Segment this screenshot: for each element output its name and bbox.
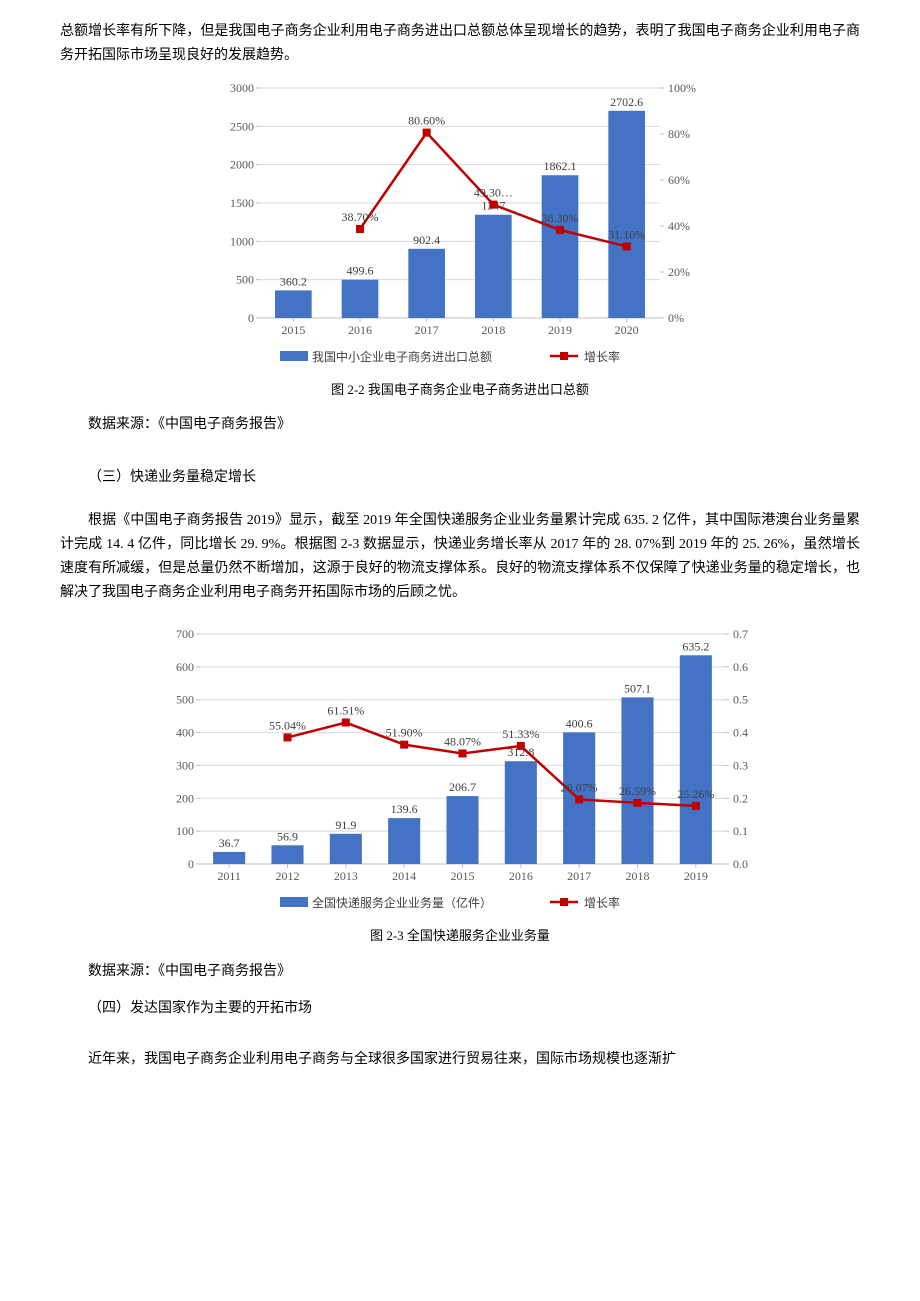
svg-text:0.0: 0.0	[733, 857, 748, 871]
svg-text:0%: 0%	[668, 311, 684, 325]
svg-text:0: 0	[248, 311, 254, 325]
svg-text:0.6: 0.6	[733, 660, 748, 674]
svg-text:全国快递服务企业业务量（亿件）: 全国快递服务企业业务量（亿件）	[312, 895, 492, 910]
svg-text:91.9: 91.9	[335, 818, 356, 832]
svg-text:2015: 2015	[281, 323, 305, 337]
section-3-paragraph: 根据《中国电子商务报告 2019》显示，截至 2019 年全国快递服务企业业务量…	[60, 509, 860, 604]
svg-text:902.4: 902.4	[413, 232, 440, 246]
svg-text:我国中小企业电子商务进出口总额: 我国中小企业电子商务进出口总额	[312, 349, 492, 364]
svg-text:2011: 2011	[217, 869, 241, 883]
svg-text:700: 700	[176, 627, 194, 641]
svg-text:38.30%: 38.30%	[542, 211, 579, 225]
svg-text:31.10%: 31.10%	[608, 227, 645, 241]
svg-text:增长率: 增长率	[584, 349, 620, 364]
svg-text:2016: 2016	[509, 869, 533, 883]
section-3-title: （三）快递业务量稳定增长	[60, 467, 860, 489]
svg-text:36.7: 36.7	[219, 836, 240, 850]
chart-2-3-wrap: 0 100 200 300 400 500 600 700 0.0 0.1 0.2 0.3 0.4 0.5…	[60, 624, 860, 947]
svg-text:0: 0	[188, 857, 194, 871]
chart-2-3-caption: 图 2-3 全国快递服务企业业务量	[60, 926, 860, 947]
svg-text:2016: 2016	[348, 323, 372, 337]
svg-text:100%: 100%	[668, 81, 696, 95]
svg-text:2012: 2012	[276, 869, 300, 883]
svg-text:2013: 2013	[334, 869, 358, 883]
svg-text:0.1: 0.1	[733, 825, 748, 839]
section-4-paragraph: 近年来，我国电子商务企业利用电子商务与全球很多国家进行贸易往来，国际市场规模也逐…	[60, 1048, 860, 1072]
svg-text:26.59%: 26.59%	[619, 784, 656, 798]
svg-text:51.33%: 51.33%	[502, 727, 539, 741]
svg-text:60%: 60%	[668, 173, 690, 187]
svg-text:2000: 2000	[230, 157, 254, 171]
svg-text:56.9: 56.9	[277, 830, 298, 844]
svg-text:1000: 1000	[230, 234, 254, 248]
svg-text:2017: 2017	[415, 323, 439, 337]
svg-text:635.2: 635.2	[682, 640, 709, 654]
svg-text:100: 100	[176, 825, 194, 839]
svg-text:40%: 40%	[668, 219, 690, 233]
svg-text:28.07%: 28.07%	[561, 781, 598, 795]
svg-text:2702.6: 2702.6	[610, 94, 643, 108]
svg-text:400.6: 400.6	[566, 717, 593, 731]
svg-text:2015: 2015	[451, 869, 475, 883]
svg-text:80%: 80%	[668, 127, 690, 141]
chart-2-2-source: 数据来源：《中国电子商务报告》	[60, 414, 860, 436]
svg-text:25.26%: 25.26%	[677, 787, 714, 801]
svg-text:300: 300	[176, 759, 194, 773]
intro-paragraph: 总额增长率有所下降，但是我国电子商务企业利用电子商务进出口总额总体呈现增长的趋势…	[60, 20, 860, 68]
svg-text:500: 500	[236, 272, 254, 286]
chart-2-2-caption: 图 2-2 我国电子商务企业电子商务进出口总额	[60, 380, 860, 401]
svg-text:20%: 20%	[668, 265, 690, 279]
svg-text:0.3: 0.3	[733, 759, 748, 773]
svg-text:2014: 2014	[392, 869, 416, 883]
svg-text:55.04%: 55.04%	[269, 719, 306, 733]
svg-text:2020: 2020	[615, 323, 639, 337]
svg-text:80.60%: 80.60%	[408, 113, 445, 127]
svg-text:200: 200	[176, 792, 194, 806]
svg-text:1862.1: 1862.1	[544, 159, 577, 173]
svg-text:2018: 2018	[481, 323, 505, 337]
svg-text:38.70%: 38.70%	[342, 210, 379, 224]
svg-text:507.1: 507.1	[624, 682, 651, 696]
svg-text:0.5: 0.5	[733, 693, 748, 707]
chart-2-3: 0 100 200 300 400 500 600 700 0.0 0.1 0.2 0.3 0.4 0.5…	[60, 624, 860, 924]
svg-text:2500: 2500	[230, 119, 254, 133]
svg-text:400: 400	[176, 726, 194, 740]
svg-text:0.2: 0.2	[733, 792, 748, 806]
chart-2-3-source: 数据来源：《中国电子商务报告》	[60, 961, 860, 983]
chart-2-2-wrap: 0 500 1000 1500 2000 2500 3000 0% 20% 40% 60% 80% 10…	[60, 78, 860, 401]
svg-text:2019: 2019	[548, 323, 572, 337]
svg-text:3000: 3000	[230, 81, 254, 95]
svg-text:1500: 1500	[230, 196, 254, 210]
svg-text:139.6: 139.6	[391, 802, 418, 816]
svg-text:0.7: 0.7	[733, 627, 748, 641]
chart-2-2: 0 500 1000 1500 2000 2500 3000 0% 20% 40% 60% 80% 10…	[60, 78, 860, 378]
svg-text:2018: 2018	[626, 869, 650, 883]
svg-text:61.51%: 61.51%	[327, 704, 364, 718]
svg-text:206.7: 206.7	[449, 780, 476, 794]
svg-text:600: 600	[176, 660, 194, 674]
svg-text:499.6: 499.6	[347, 263, 374, 277]
svg-text:48.07%: 48.07%	[444, 735, 481, 749]
svg-text:51.90%: 51.90%	[386, 726, 423, 740]
svg-text:360.2: 360.2	[280, 274, 307, 288]
svg-text:0.4: 0.4	[733, 726, 748, 740]
section-4-title: （四）发达国家作为主要的开拓市场	[60, 998, 860, 1020]
svg-text:2017: 2017	[567, 869, 591, 883]
svg-text:增长率: 增长率	[584, 895, 620, 910]
svg-text:500: 500	[176, 693, 194, 707]
svg-text:2019: 2019	[684, 869, 708, 883]
svg-text:49.30…: 49.30…	[474, 185, 513, 199]
